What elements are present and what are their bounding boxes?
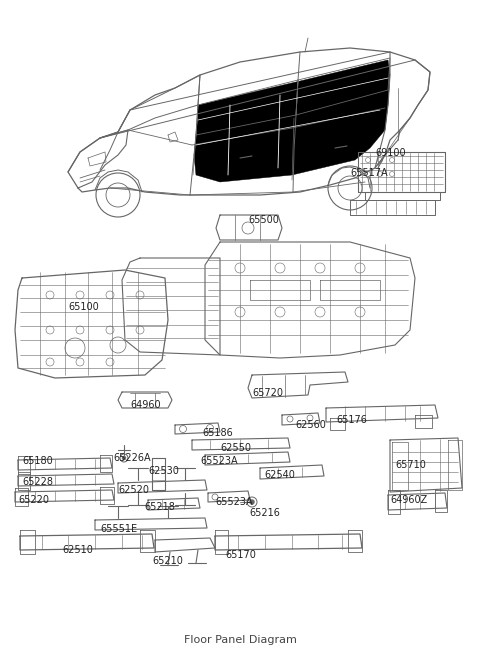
Circle shape [106,358,114,366]
Text: 62520: 62520 [118,485,149,495]
Circle shape [377,172,383,176]
Circle shape [275,263,285,273]
Circle shape [355,307,365,317]
Text: 65517A: 65517A [350,168,388,178]
Circle shape [46,291,54,299]
Circle shape [136,326,144,334]
Text: 65186: 65186 [202,428,233,438]
Text: 65523A: 65523A [200,456,238,466]
Circle shape [250,500,254,504]
Text: 65180: 65180 [22,456,53,466]
Circle shape [355,263,365,273]
Text: 62510: 62510 [62,545,93,555]
Circle shape [365,157,371,162]
Text: 69100: 69100 [375,148,406,158]
Text: 65720: 65720 [252,388,283,398]
Circle shape [76,326,84,334]
Text: 64960Z: 64960Z [390,495,427,505]
Text: 62530: 62530 [148,466,179,476]
Text: Floor Panel Diagram: Floor Panel Diagram [183,635,297,645]
Text: 65500: 65500 [248,215,279,225]
Circle shape [106,326,114,334]
Circle shape [315,307,325,317]
Text: 65210: 65210 [152,556,183,566]
Text: 65176: 65176 [336,415,367,425]
Text: 62560: 62560 [295,420,326,430]
Text: 64960: 64960 [130,400,161,410]
Text: 65100: 65100 [68,302,99,312]
Circle shape [389,172,395,176]
Circle shape [315,263,325,273]
Circle shape [122,456,126,460]
Polygon shape [194,60,390,182]
Text: 65523A: 65523A [215,497,252,507]
Circle shape [136,291,144,299]
Circle shape [46,358,54,366]
Text: 62550: 62550 [220,443,251,453]
Circle shape [275,307,285,317]
Text: 65226A: 65226A [113,453,151,463]
Circle shape [389,157,395,162]
Circle shape [235,307,245,317]
Text: 65220: 65220 [18,495,49,505]
Circle shape [76,291,84,299]
Circle shape [235,263,245,273]
Circle shape [365,172,371,176]
Text: 65218: 65218 [144,502,175,512]
Circle shape [106,291,114,299]
Text: 65170: 65170 [225,550,256,560]
Text: 65216: 65216 [249,508,280,518]
Circle shape [46,326,54,334]
Text: 65710: 65710 [395,460,426,470]
Text: 65551E: 65551E [100,524,137,534]
Text: 65228: 65228 [22,477,53,487]
Text: 62540: 62540 [264,470,295,480]
Circle shape [76,358,84,366]
Circle shape [377,157,383,162]
